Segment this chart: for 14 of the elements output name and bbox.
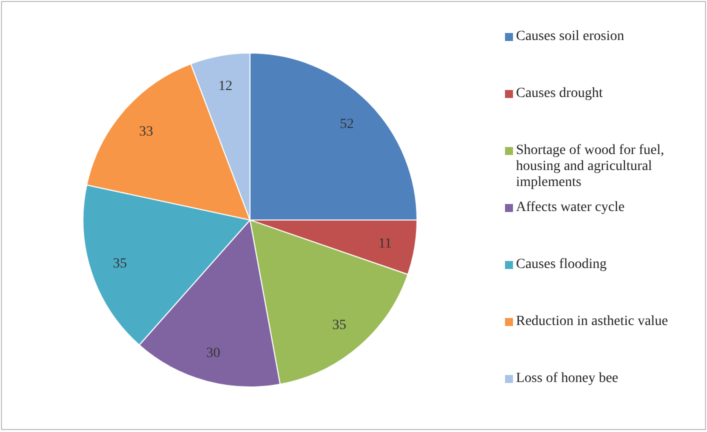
legend-label: Causes soil erosion bbox=[516, 29, 624, 44]
legend-label: Causes drought bbox=[516, 86, 603, 101]
data-label: 12 bbox=[218, 79, 232, 94]
legend-label: Shortage of wood for fuel, housing and agricultural implements bbox=[516, 143, 664, 190]
legend-label: Affects water cycle bbox=[516, 200, 625, 215]
legend-label: Reduction in asthetic value bbox=[516, 314, 668, 329]
data-label: 30 bbox=[206, 346, 220, 361]
legend-label: Causes flooding bbox=[516, 257, 607, 272]
data-label: 35 bbox=[332, 318, 346, 333]
data-label: 35 bbox=[112, 256, 127, 272]
data-label: 33 bbox=[139, 124, 154, 140]
data-label: 52 bbox=[340, 117, 354, 132]
data-label: 11 bbox=[378, 236, 392, 252]
legend-label: Loss of honey bee bbox=[516, 371, 618, 386]
